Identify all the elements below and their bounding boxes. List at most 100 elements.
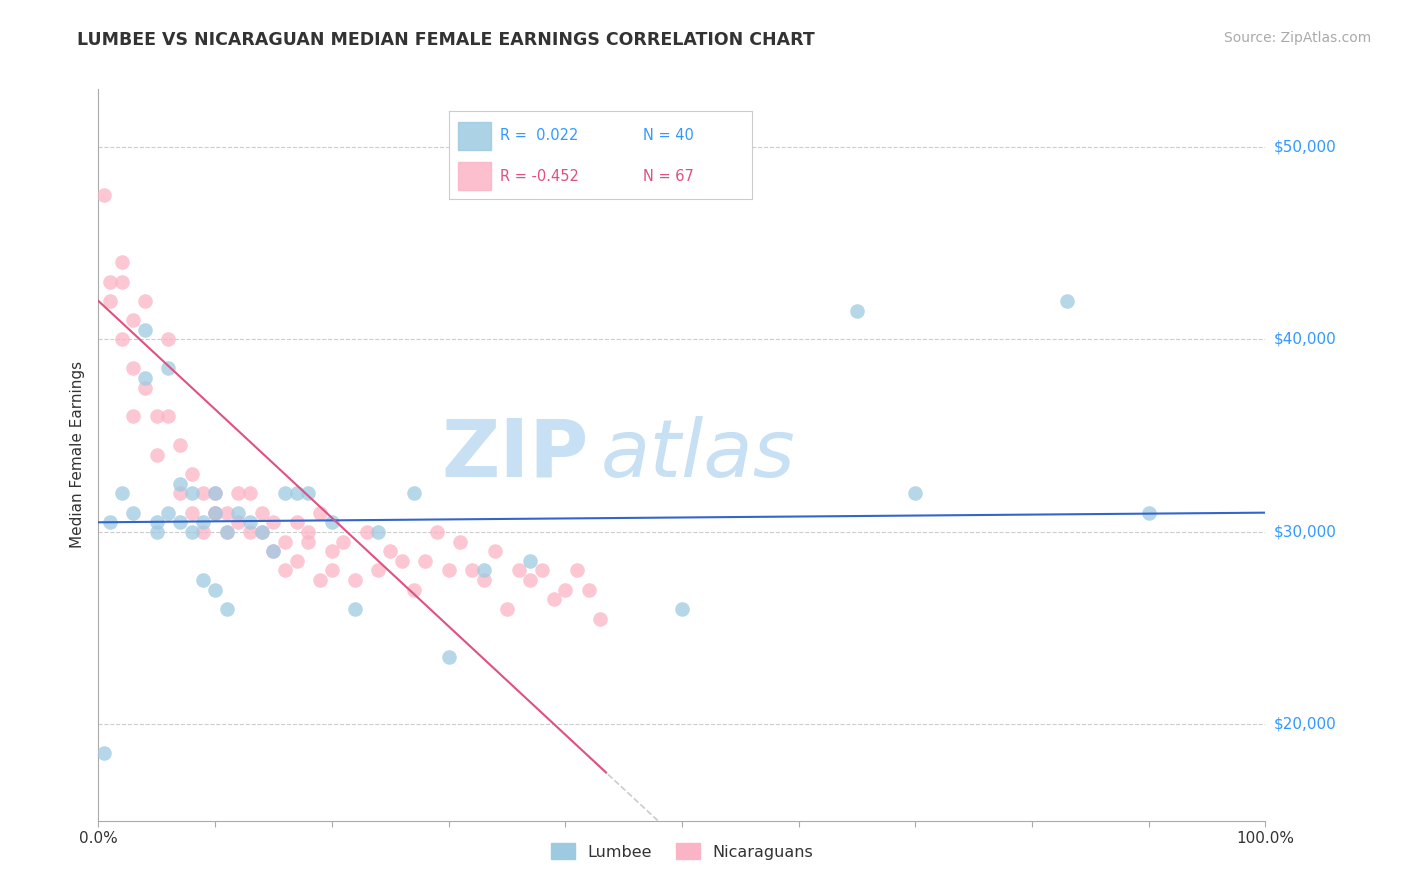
Point (134, 323, 156, 337)
Point (367, 524, 389, 539)
Point (543, 592, 565, 607)
Point (93, 188, 115, 202)
Point (309, 506, 332, 520)
Point (519, 573, 541, 587)
Point (215, 602, 238, 616)
Point (228, 486, 250, 500)
Point (204, 506, 226, 520)
Point (111, 486, 134, 500)
Point (262, 544, 284, 558)
Point (157, 333, 180, 347)
Point (449, 534, 471, 549)
Point (111, 255, 134, 269)
Point (578, 582, 600, 597)
Point (239, 524, 262, 539)
Point (193, 524, 215, 539)
Point (297, 524, 319, 539)
Point (204, 506, 226, 520)
Point (134, 371, 156, 385)
Point (846, 303, 869, 318)
Point (274, 486, 297, 500)
Legend: Lumbee, Nicaraguans: Lumbee, Nicaraguans (543, 835, 821, 868)
Point (250, 524, 273, 539)
Point (297, 486, 319, 500)
Point (228, 506, 250, 520)
Point (98, 516, 121, 530)
Point (671, 602, 693, 616)
Text: $50,000: $50,000 (1274, 139, 1337, 154)
Point (413, 554, 436, 568)
Point (180, 486, 202, 500)
Point (344, 573, 367, 587)
Point (204, 582, 226, 597)
Point (380, 544, 402, 558)
Point (215, 524, 238, 539)
Point (228, 516, 250, 530)
Point (285, 486, 308, 500)
Point (321, 516, 343, 530)
Point (180, 524, 202, 539)
Point (157, 361, 180, 376)
Point (157, 409, 180, 424)
Point (146, 524, 169, 539)
Point (472, 573, 495, 587)
Point (426, 524, 449, 539)
Point (309, 573, 332, 587)
Point (1056, 293, 1078, 308)
Point (122, 409, 145, 424)
Point (391, 554, 413, 568)
Point (204, 506, 226, 520)
Point (239, 486, 262, 500)
Point (321, 563, 343, 577)
Point (193, 573, 215, 587)
Point (122, 313, 145, 327)
Point (134, 380, 156, 394)
Point (239, 516, 262, 530)
Point (98, 275, 121, 289)
Point (472, 563, 495, 577)
Point (122, 361, 145, 376)
Point (565, 563, 588, 577)
Point (519, 554, 541, 568)
Point (111, 275, 134, 289)
Point (122, 506, 145, 520)
Text: $40,000: $40,000 (1274, 332, 1337, 347)
Point (215, 524, 238, 539)
Point (215, 506, 238, 520)
Point (169, 516, 191, 530)
Point (530, 563, 553, 577)
Point (193, 516, 215, 530)
Point (437, 650, 460, 665)
Point (285, 516, 308, 530)
Point (321, 544, 343, 558)
Point (169, 476, 191, 491)
Point (262, 544, 284, 558)
Point (461, 563, 484, 577)
Point (274, 563, 297, 577)
Point (904, 486, 927, 500)
Point (146, 409, 169, 424)
Point (250, 524, 273, 539)
Y-axis label: Median Female Earnings: Median Female Earnings (70, 361, 86, 549)
Text: $30,000: $30,000 (1274, 524, 1337, 540)
Point (180, 467, 202, 482)
Point (484, 544, 506, 558)
Point (169, 438, 191, 452)
Point (1137, 506, 1160, 520)
Point (589, 611, 612, 625)
Point (297, 534, 319, 549)
Point (496, 602, 519, 616)
Text: $20,000: $20,000 (1274, 717, 1337, 732)
Text: ZIP: ZIP (441, 416, 589, 494)
Text: Source: ZipAtlas.com: Source: ZipAtlas.com (1223, 31, 1371, 45)
Point (169, 486, 191, 500)
Point (332, 534, 354, 549)
Point (98, 293, 121, 308)
Point (204, 486, 226, 500)
Point (146, 516, 169, 530)
Point (356, 524, 378, 539)
Point (93, 746, 115, 760)
Point (554, 582, 576, 597)
Point (262, 516, 284, 530)
Point (402, 486, 425, 500)
